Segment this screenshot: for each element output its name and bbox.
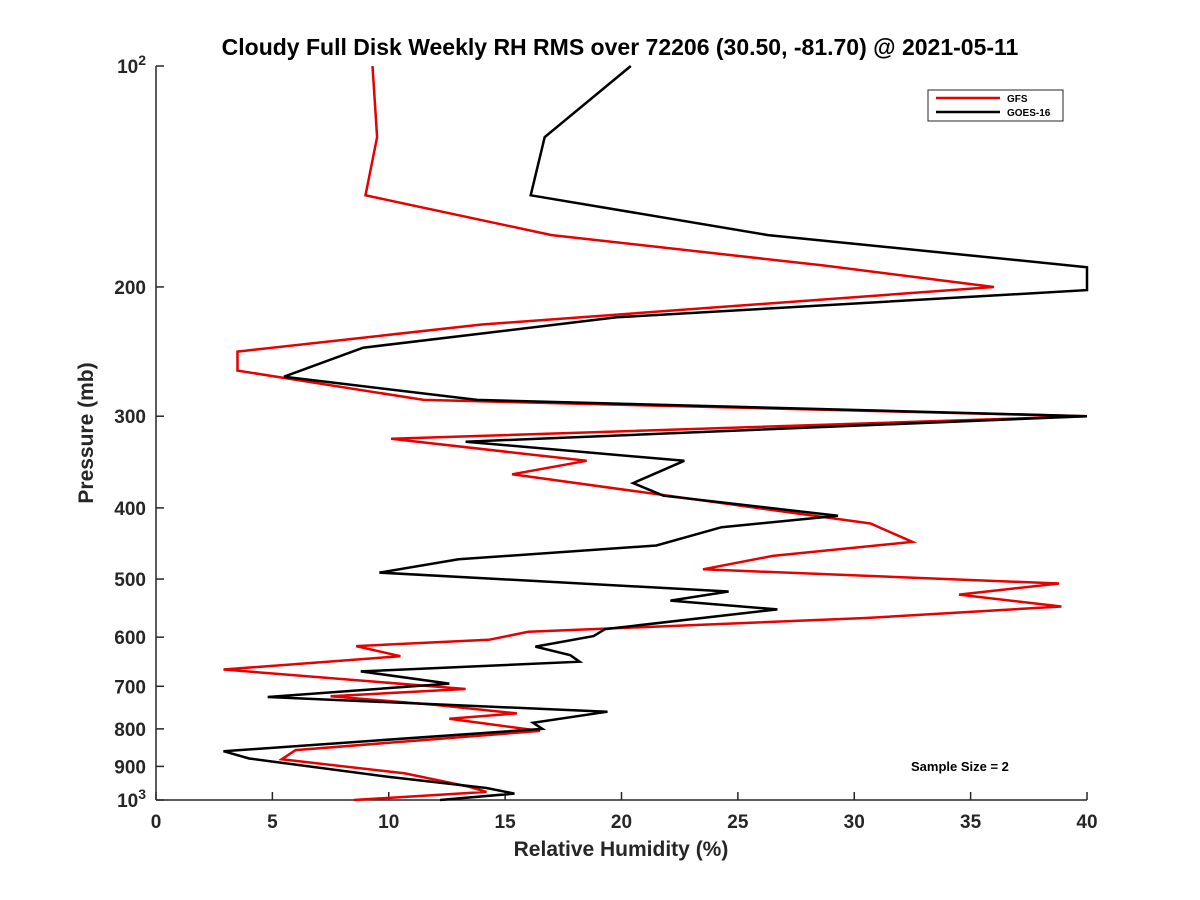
y-axis-ticks: 102 200 300 400 500 600 700 800 900 103: [114, 52, 164, 812]
y-tick-label: 500: [114, 570, 146, 591]
x-axis-label: Relative Humidity (%): [514, 838, 729, 861]
series-line-goes-16: [223, 65, 1089, 802]
x-tick-label: 0: [151, 812, 162, 833]
x-axis-ticks: 0 5 10 15 20 25 30 35 40: [151, 792, 1098, 833]
legend-label-gfs: GFS: [1007, 94, 1028, 105]
x-tick-label: 35: [960, 812, 982, 833]
chart-title: Cloudy Full Disk Weekly RH RMS over 7220…: [222, 34, 1019, 60]
y-tick-label: 300: [114, 407, 146, 428]
series-line-gfs: [223, 65, 1088, 802]
y-tick-label: 900: [114, 757, 146, 778]
x-tick-label: 15: [495, 812, 517, 833]
x-tick-label: 25: [727, 812, 749, 833]
y-tick-label: 103: [117, 786, 146, 812]
y-tick-label: 400: [114, 499, 146, 520]
y-tick-label: 800: [114, 720, 146, 741]
legend-label-goes16: GOES-16: [1007, 108, 1051, 119]
x-tick-label: 10: [378, 812, 399, 833]
legend-box: [927, 89, 1064, 122]
x-tick-label: 5: [267, 812, 278, 833]
y-tick-label: 700: [114, 677, 146, 698]
y-tick-label: 600: [114, 628, 146, 649]
y-tick-label: 102: [117, 52, 146, 78]
x-tick-label: 20: [611, 812, 632, 833]
y-axis-label: Pressure (mb): [75, 362, 98, 503]
sample-size-annotation: Sample Size = 2: [911, 759, 1009, 774]
x-tick-label: 30: [844, 812, 865, 833]
x-tick-label: 40: [1076, 812, 1097, 833]
legend: GFS GOES-16: [927, 89, 1064, 122]
y-tick-label: 200: [114, 278, 146, 299]
series-layer: [223, 65, 1089, 802]
